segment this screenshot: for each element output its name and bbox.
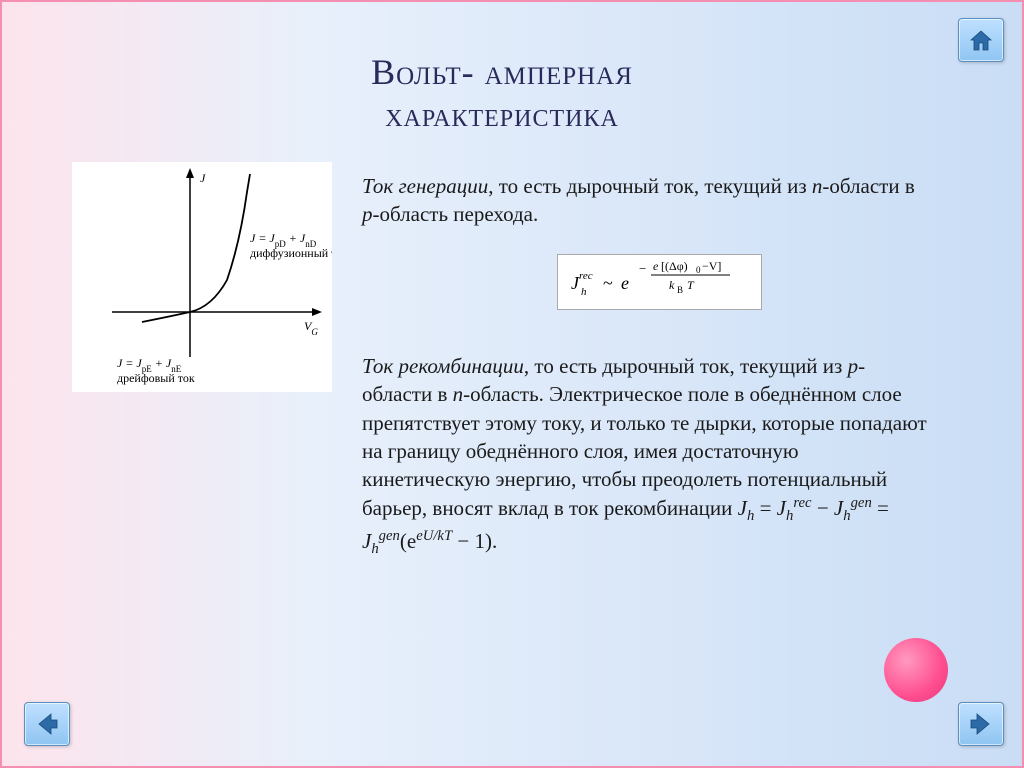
svg-text:0: 0 xyxy=(696,265,701,275)
title-line-1: Вольт- амперная xyxy=(182,50,822,95)
svg-text:[(Δφ): [(Δφ) xyxy=(661,259,688,273)
arrow-left-icon xyxy=(33,710,61,738)
next-button[interactable] xyxy=(958,702,1004,746)
svg-text:~: ~ xyxy=(603,273,613,293)
recombination-term: Ток рекомбинации xyxy=(362,354,524,378)
arrow-right-icon xyxy=(967,710,995,738)
y-axis-label: J xyxy=(200,171,206,185)
x-axis-label: VG xyxy=(304,319,318,337)
home-button[interactable] xyxy=(958,18,1004,62)
svg-text:e: e xyxy=(653,259,659,273)
generation-paragraph: Ток генерации, то есть дырочный ток, тек… xyxy=(362,172,922,229)
recombination-paragraph: Ток рекомбинации, то есть дырочный ток, … xyxy=(362,352,932,560)
svg-text:B: B xyxy=(677,285,683,295)
svg-text:−V]: −V] xyxy=(702,259,721,273)
iv-curve-chart: J VG J = JpD + JnD диффузионный ток J = … xyxy=(72,162,332,392)
svg-text:e: e xyxy=(621,273,629,293)
generation-term: Ток генерации xyxy=(362,174,488,198)
home-icon xyxy=(967,26,995,54)
svg-text:−: − xyxy=(639,261,646,276)
diffusion-caption: диффузионный ток xyxy=(250,246,332,260)
svg-text:h: h xyxy=(581,286,587,298)
title-line-2: характеристика xyxy=(182,95,822,138)
decorative-circle xyxy=(884,638,948,702)
recombination-formula: J h rec ~ e − e [(Δφ) 0 −V] k B T xyxy=(557,254,762,310)
page-title: Вольт- амперная характеристика xyxy=(182,50,822,138)
svg-text:T: T xyxy=(687,278,695,292)
svg-text:k: k xyxy=(669,278,675,292)
svg-text:rec: rec xyxy=(579,270,593,282)
previous-button[interactable] xyxy=(24,702,70,746)
drift-caption: дрейфовый ток xyxy=(117,371,195,385)
slide: Вольт- амперная характеристика J VG J = … xyxy=(0,0,1024,768)
